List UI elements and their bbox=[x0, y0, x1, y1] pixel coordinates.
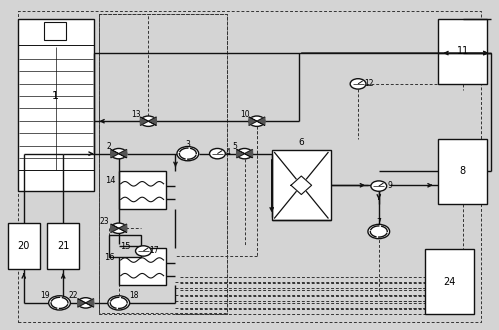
Bar bbox=[17, 19, 94, 191]
Polygon shape bbox=[237, 149, 245, 158]
Polygon shape bbox=[86, 299, 94, 307]
Circle shape bbox=[111, 148, 127, 159]
Circle shape bbox=[78, 298, 94, 308]
Polygon shape bbox=[249, 117, 257, 125]
Circle shape bbox=[371, 181, 387, 191]
Circle shape bbox=[177, 147, 199, 161]
Bar bbox=[438, 19, 488, 84]
Circle shape bbox=[49, 296, 70, 310]
Bar bbox=[119, 248, 166, 285]
Text: 14: 14 bbox=[105, 176, 115, 185]
Bar bbox=[109, 235, 141, 257]
Circle shape bbox=[111, 223, 127, 233]
Bar bbox=[44, 22, 66, 40]
Text: 12: 12 bbox=[364, 79, 374, 88]
Bar bbox=[438, 139, 488, 204]
Bar bbox=[119, 172, 166, 209]
Text: 2: 2 bbox=[106, 142, 111, 151]
Polygon shape bbox=[291, 176, 311, 194]
Text: 20: 20 bbox=[17, 241, 30, 251]
Circle shape bbox=[249, 116, 265, 126]
Text: 10: 10 bbox=[240, 110, 250, 118]
Text: 15: 15 bbox=[120, 242, 130, 250]
Text: 5: 5 bbox=[232, 142, 237, 151]
Text: 8: 8 bbox=[460, 167, 466, 177]
Text: 21: 21 bbox=[57, 241, 69, 251]
Polygon shape bbox=[140, 117, 148, 125]
Circle shape bbox=[368, 224, 390, 239]
Polygon shape bbox=[245, 149, 252, 158]
Bar bbox=[47, 223, 79, 269]
Polygon shape bbox=[148, 117, 156, 125]
Polygon shape bbox=[78, 299, 86, 307]
Text: 22: 22 bbox=[68, 291, 78, 300]
Circle shape bbox=[237, 148, 252, 159]
Text: 11: 11 bbox=[457, 47, 469, 56]
Text: 23: 23 bbox=[99, 216, 109, 226]
Polygon shape bbox=[119, 224, 127, 232]
Polygon shape bbox=[111, 149, 119, 158]
Polygon shape bbox=[119, 149, 127, 158]
Circle shape bbox=[108, 296, 130, 310]
Bar bbox=[7, 223, 40, 269]
Polygon shape bbox=[111, 224, 119, 232]
Circle shape bbox=[136, 246, 151, 256]
Text: 9: 9 bbox=[387, 181, 392, 190]
Bar bbox=[425, 249, 474, 314]
Text: 17: 17 bbox=[150, 246, 159, 255]
Text: 13: 13 bbox=[131, 110, 141, 118]
Circle shape bbox=[210, 148, 226, 159]
Text: 24: 24 bbox=[443, 277, 456, 287]
Circle shape bbox=[350, 79, 366, 89]
Polygon shape bbox=[257, 117, 265, 125]
Text: 16: 16 bbox=[105, 252, 115, 262]
Text: 19: 19 bbox=[40, 291, 49, 300]
Text: 4: 4 bbox=[226, 148, 231, 157]
Text: 7: 7 bbox=[376, 218, 381, 227]
Bar bbox=[271, 150, 331, 220]
Circle shape bbox=[140, 116, 156, 126]
Text: 1: 1 bbox=[52, 91, 59, 101]
Text: 3: 3 bbox=[186, 140, 190, 149]
Text: 18: 18 bbox=[129, 291, 138, 300]
Text: 6: 6 bbox=[298, 138, 304, 147]
